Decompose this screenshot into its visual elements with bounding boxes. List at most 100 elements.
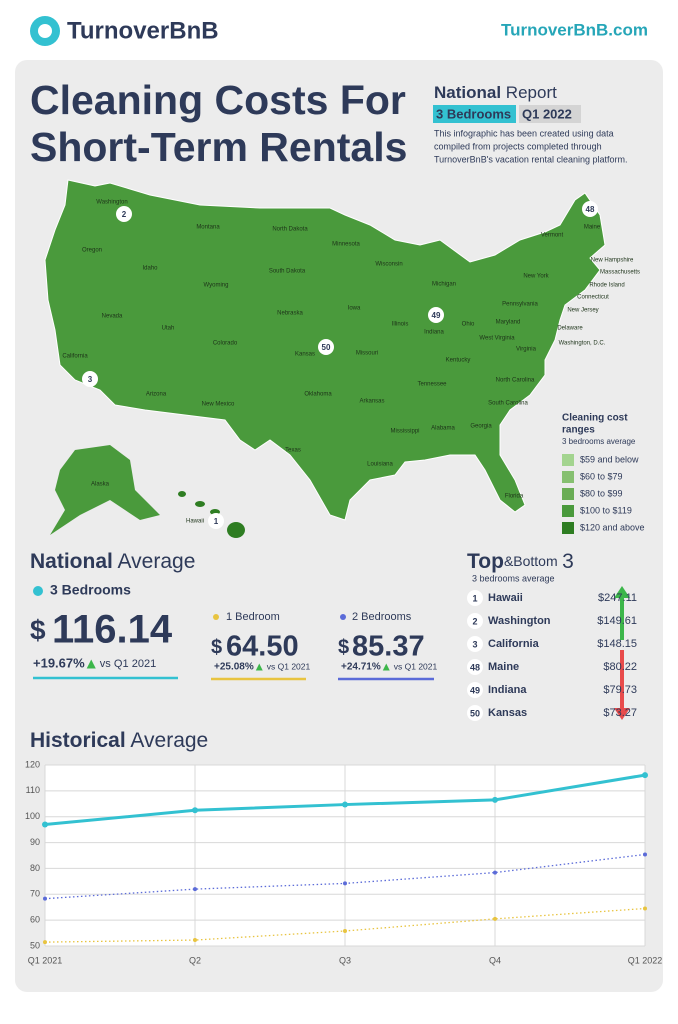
state-label: Arizona (146, 392, 167, 398)
state: Kansas (488, 707, 527, 719)
amount: 85.37 (352, 631, 425, 663)
state-label: Oregon (82, 248, 102, 254)
state-label: Louisiana (367, 462, 393, 468)
state-label: North Carolina (496, 378, 535, 384)
hawaii-island (178, 491, 186, 497)
x-tick-label: Q1 2021 (28, 955, 63, 965)
state-label: West Virginia (479, 336, 515, 342)
state-label: Oklahoma (304, 392, 332, 398)
up-arrow-head (614, 586, 630, 598)
point (493, 870, 497, 875)
rank: 2 (472, 616, 477, 626)
cost: $79.73 (603, 684, 637, 696)
rank: 50 (470, 708, 480, 718)
card-label: 3 Bedrooms (50, 582, 131, 598)
legend-label: $60 to $79 (580, 471, 623, 481)
state-label: Nevada (102, 314, 123, 320)
legend-swatch (562, 454, 574, 466)
rank: 1 (472, 593, 477, 603)
section-title: National Average (30, 550, 195, 573)
point (343, 929, 347, 934)
state-label: Georgia (470, 424, 492, 430)
legend-swatch (562, 488, 574, 500)
state-label: Washington, D.C. (559, 341, 606, 347)
description: compiled from projects completed through (434, 141, 602, 151)
rank-badge (428, 307, 444, 323)
state-label: New Hampshire (591, 258, 634, 264)
point (42, 821, 48, 828)
state-label: Ohio (462, 322, 475, 328)
state-label: Florida (505, 494, 524, 500)
report-title: National Report (434, 83, 557, 102)
state-label: Hawaii (186, 519, 204, 525)
state-label: Massachusetts (600, 270, 640, 276)
point (493, 916, 497, 921)
point (342, 801, 348, 808)
state-label: Missouri (356, 351, 378, 357)
state-label: Idaho (142, 266, 158, 272)
title-bold: Top (467, 550, 504, 573)
legend-subtitle: 3 bedrooms average (562, 437, 636, 446)
point (192, 807, 198, 814)
card-label: 2 Bedrooms (352, 611, 412, 623)
site-url[interactable]: TurnoverBnB.com (501, 20, 648, 39)
y-tick-label: 50 (30, 940, 40, 950)
rank-circle (467, 682, 483, 698)
title-rest: Average (130, 729, 208, 752)
state-label: Colorado (213, 341, 238, 347)
hawaii-island (195, 501, 205, 507)
x-tick-label: Q4 (489, 955, 501, 965)
rank-badge-label: 1 (214, 517, 219, 526)
point (642, 772, 648, 779)
state-label: Maryland (496, 320, 521, 326)
state-label: Mississippi (390, 429, 419, 435)
rank-circle (467, 590, 483, 606)
brand: TurnoverBnB (67, 17, 219, 44)
amount: 116.14 (52, 608, 173, 652)
bedrooms-tag (433, 105, 516, 123)
state-label: Alaska (91, 482, 110, 488)
state-label: Alabama (431, 426, 455, 432)
state-label: Texas (285, 448, 301, 454)
title-line: Cleaning Costs For (30, 77, 406, 123)
down-arrow-head (614, 708, 630, 720)
cost: $80.22 (603, 661, 637, 673)
legend-title: Cleaning cost (562, 413, 628, 424)
cost: $149.61 (597, 615, 637, 627)
period: Q1 2022 (522, 106, 572, 121)
change: +19.67% (33, 655, 85, 670)
card-dot (213, 614, 219, 620)
state-label: New Jersey (567, 308, 598, 314)
up-triangle (255, 663, 263, 671)
state-label: Pennsylvania (502, 302, 538, 308)
report-rest: Report (506, 83, 557, 102)
state-label: Maine (584, 225, 601, 231)
legend-swatch (562, 522, 574, 534)
subtitle: 3 bedrooms average (472, 573, 555, 583)
legend-label: $120 and above (580, 522, 645, 532)
period-tag (519, 105, 581, 123)
rank-badge-label: 2 (122, 210, 127, 219)
state-label: New Mexico (202, 402, 235, 408)
rank-badge (582, 201, 598, 217)
state: Hawaii (488, 592, 523, 604)
alaska (50, 445, 160, 535)
amount: 64.50 (226, 631, 299, 663)
state-label: Vermont (541, 233, 564, 239)
state-label: Indiana (424, 330, 444, 336)
rank-badge-label: 3 (88, 375, 93, 384)
state-label: South Carolina (488, 401, 528, 407)
y-tick-label: 100 (25, 811, 40, 821)
state-label: North Dakota (272, 227, 308, 233)
currency: $ (338, 636, 349, 658)
logo-icon-inner (38, 24, 52, 38)
compare: vs Q1 2021 (100, 658, 157, 670)
rank-circle (467, 613, 483, 629)
cost: $73.27 (603, 707, 637, 719)
state-label: South Dakota (269, 269, 306, 275)
rank-badge (82, 371, 98, 387)
point (193, 887, 197, 892)
x-tick-label: Q3 (339, 955, 351, 965)
state-label: Montana (196, 225, 220, 231)
